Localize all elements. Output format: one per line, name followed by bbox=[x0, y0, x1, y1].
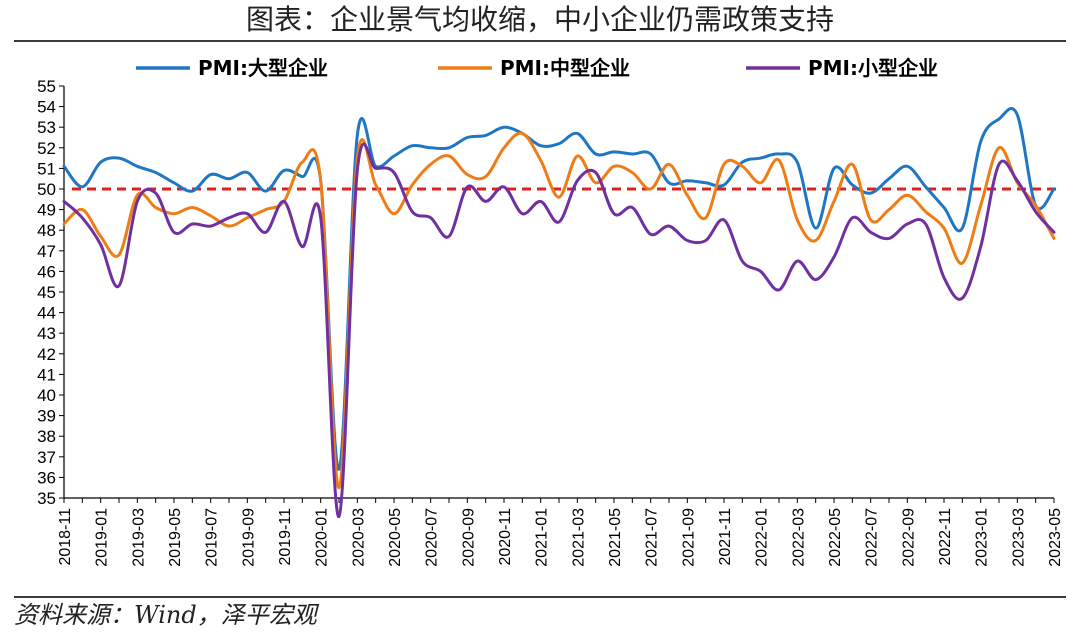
y-tick-label: 52 bbox=[37, 139, 56, 158]
y-tick-label: 45 bbox=[37, 283, 56, 302]
y-tick-label: 41 bbox=[37, 365, 56, 384]
x-tick-label: 2018-11 bbox=[57, 508, 74, 566]
x-tick-label: 2021-05 bbox=[607, 508, 624, 567]
y-tick-label: 36 bbox=[37, 468, 56, 487]
x-tick-label: 2022-05 bbox=[827, 508, 844, 567]
y-tick-label: 40 bbox=[37, 386, 56, 405]
y-tick-label: 42 bbox=[37, 345, 56, 364]
series-line-large bbox=[62, 107, 1056, 471]
y-tick-label: 48 bbox=[37, 221, 56, 240]
x-tick-label: 2021-01 bbox=[534, 508, 551, 567]
y-tick-label: 38 bbox=[37, 427, 56, 446]
chart-title: 图表：企业景气均收缩，中小企业仍需政策支持 bbox=[245, 3, 834, 36]
x-tick-label: 2021-09 bbox=[680, 508, 697, 567]
x-tick-label: 2019-03 bbox=[130, 508, 147, 567]
y-tick-label: 46 bbox=[37, 262, 56, 281]
x-tick-label: 2020-01 bbox=[314, 508, 331, 567]
x-tick-label: 2020-09 bbox=[460, 508, 477, 567]
x-tick-label: 2020-11 bbox=[497, 508, 514, 566]
y-tick-label: 53 bbox=[37, 118, 56, 137]
title-rule bbox=[14, 40, 1066, 42]
y-tick-label: 37 bbox=[37, 448, 56, 467]
y-tick-label: 47 bbox=[37, 242, 56, 261]
pmi-line-chart: PMI:大型企业 PMI:中型企业 PMI:小型企业 353637383940414… bbox=[37, 56, 1064, 567]
series-line-small bbox=[62, 142, 1056, 519]
x-tick-label: 2023-03 bbox=[1010, 508, 1027, 567]
x-tick-label: 2022-07 bbox=[864, 508, 881, 567]
source-rule bbox=[14, 596, 1066, 598]
x-tick-label: 2019-09 bbox=[240, 508, 257, 567]
source-note: 资料来源：Wind，泽平宏观 bbox=[14, 601, 317, 629]
x-tick-label: 2020-05 bbox=[387, 508, 404, 567]
x-tick-label: 2021-03 bbox=[570, 508, 587, 567]
y-tick-label: 39 bbox=[37, 407, 56, 426]
x-tick-label: 2019-11 bbox=[277, 508, 294, 566]
x-tick-label: 2022-11 bbox=[937, 508, 954, 566]
y-tick-label: 44 bbox=[37, 304, 56, 323]
legend-label-medium: PMI:中型企业 bbox=[500, 56, 630, 80]
x-tick-label: 2023-01 bbox=[974, 508, 991, 567]
y-tick-label: 54 bbox=[37, 98, 56, 117]
y-tick-label: 35 bbox=[37, 489, 56, 508]
y-tick-label: 49 bbox=[37, 201, 56, 220]
x-tick-label: 2021-11 bbox=[717, 508, 734, 566]
x-tick-label: 2019-01 bbox=[94, 508, 111, 567]
y-tick-label: 43 bbox=[37, 324, 56, 343]
legend-label-small: PMI:小型企业 bbox=[808, 56, 938, 80]
x-tick-label: 2023-05 bbox=[1047, 508, 1064, 567]
x-tick-label: 2020-03 bbox=[350, 508, 367, 567]
y-tick-label: 50 bbox=[37, 180, 56, 199]
legend: PMI:大型企业 PMI:中型企业 PMI:小型企业 bbox=[136, 56, 938, 80]
series-line-medium bbox=[62, 131, 1056, 490]
y-tick-label: 55 bbox=[37, 77, 56, 96]
x-tick-label: 2019-05 bbox=[167, 508, 184, 567]
x-tick-label: 2022-09 bbox=[900, 508, 917, 567]
x-tick-label: 2021-07 bbox=[644, 508, 661, 567]
legend-label-large: PMI:大型企业 bbox=[198, 56, 328, 80]
x-tick-label: 2019-07 bbox=[204, 508, 221, 567]
x-tick-label: 2022-01 bbox=[754, 508, 771, 567]
y-tick-label: 51 bbox=[37, 159, 56, 178]
x-tick-label: 2020-07 bbox=[424, 508, 441, 567]
series-group bbox=[62, 107, 1056, 519]
x-tick-label: 2022-03 bbox=[790, 508, 807, 567]
